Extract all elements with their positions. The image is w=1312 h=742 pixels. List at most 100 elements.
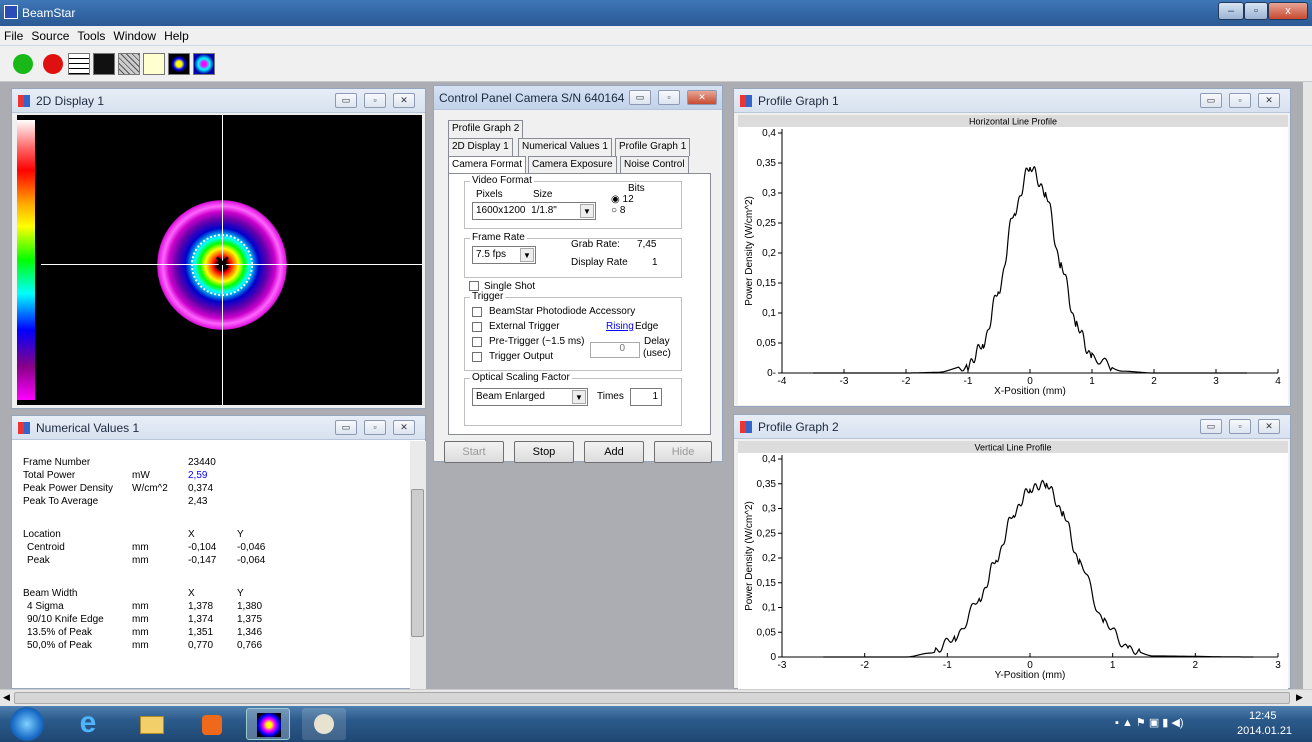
paint-icon[interactable] <box>302 708 346 740</box>
x-tick-label: -2 <box>860 660 869 671</box>
start-orb-icon[interactable] <box>10 707 44 741</box>
minimize-button[interactable]: ▭ <box>335 420 357 435</box>
horizontal-scrollbar[interactable]: ◀ ▶ <box>0 689 1312 706</box>
scroll-left-icon[interactable]: ◀ <box>3 692 10 702</box>
menu-help[interactable]: Help <box>164 29 189 43</box>
tab-profile-graph-2[interactable]: Profile Graph 2 <box>448 120 524 138</box>
minimize-button[interactable]: ▭ <box>335 93 357 108</box>
minimize-button[interactable]: ▭ <box>1200 419 1222 434</box>
close-button[interactable]: ✕ <box>1258 419 1280 434</box>
value-label: Peak <box>27 555 50 566</box>
vertical-scrollbar[interactable] <box>410 441 426 689</box>
numerical-table: Frame Number 23440 Total Power mW 2,59 Peak P… <box>12 441 410 689</box>
scroll-thumb[interactable] <box>411 489 424 637</box>
x-tick-label: 3 <box>1275 660 1281 671</box>
x-tick-label: 2 <box>1151 376 1157 387</box>
delay-stepper[interactable]: 0 <box>590 342 640 358</box>
explorer-icon[interactable] <box>130 708 174 740</box>
tab-noise-control[interactable]: Noise Control <box>620 156 689 174</box>
beamstar-taskbar-icon[interactable] <box>246 708 290 740</box>
frame-rate-select[interactable]: 7.5 fps ▼ <box>472 246 536 264</box>
numerical-titlebar[interactable]: Numerical Values 1 ▭ ▫ ✕ <box>12 416 425 440</box>
mdi-area: 2D Display 1 ▭ ▫ ✕ ✕ Numerical Values 1 … <box>0 82 1303 689</box>
osf-value: Beam Enlarged <box>476 391 545 402</box>
tab-numerical-values-1[interactable]: Numerical Values 1 <box>518 138 612 156</box>
stop-button[interactable]: Stop <box>514 441 574 463</box>
times-input[interactable]: 1 <box>630 388 662 406</box>
maximize-button[interactable]: ▫ <box>1229 93 1251 108</box>
stop-icon[interactable] <box>43 54 63 74</box>
vertical-scrollbar[interactable] <box>1303 82 1312 689</box>
close-button[interactable]: ✕ <box>1258 93 1280 108</box>
x-tick-label: -2 <box>902 376 911 387</box>
menu-file[interactable]: File <box>4 29 24 43</box>
maximize-button[interactable]: ▫ <box>658 90 680 105</box>
radio-12[interactable]: ◉ 12 <box>611 194 634 205</box>
control-panel-titlebar[interactable]: Control Panel Camera S/N 640164 ▭ ▫ ✕ <box>434 86 722 110</box>
ie-icon[interactable]: e <box>79 706 97 739</box>
tab-profile-graph-1[interactable]: Profile Graph 1 <box>615 138 691 156</box>
optical-scaling-select[interactable]: Beam Enlarged ▼ <box>472 388 588 406</box>
minimize-button[interactable]: – <box>1218 2 1244 20</box>
tray-icons[interactable]: ▪ ▲ ⚑ ▣ ▮ ◀) <box>1115 717 1184 729</box>
scroll-thumb[interactable] <box>14 692 1290 704</box>
y-tick-label: 0,1 <box>762 308 776 319</box>
profile-graph-2-window: Profile Graph 2 ▭ ▫ ✕ Vertical Line Prof… <box>733 414 1291 689</box>
radio-8[interactable]: ○ 8 <box>611 205 626 216</box>
display-2d-titlebar[interactable]: 2D Display 1 ▭ ▫ ✕ <box>12 89 425 113</box>
clock-time[interactable]: 12:45 <box>1249 710 1277 722</box>
numerical-icon[interactable] <box>118 53 140 75</box>
y-tick-label: 0,35 <box>757 479 777 490</box>
profile-graph-2-titlebar[interactable]: Profile Graph 2 ▭ ▫ ✕ <box>734 415 1290 439</box>
close-button[interactable]: x <box>1268 2 1308 20</box>
y-tick-label: 0- <box>767 368 776 379</box>
tab-2d-display-1[interactable]: 2D Display 1 <box>448 138 513 156</box>
start-icon[interactable] <box>13 54 33 74</box>
value-cell: 0,374 <box>188 483 214 494</box>
photodiode-checkbox[interactable] <box>472 307 482 317</box>
clock-date[interactable]: 2014.01.21 <box>1237 725 1293 737</box>
tab-camera-format[interactable]: Camera Format <box>448 156 527 174</box>
3d-display-icon[interactable] <box>93 53 115 75</box>
minimize-button[interactable]: ▭ <box>629 90 651 105</box>
tab-camera-exposure[interactable]: Camera Exposure <box>528 156 617 174</box>
value-cell: -0,064 <box>237 555 266 566</box>
external-trigger-checkbox[interactable] <box>472 322 482 332</box>
profile-graph-1-titlebar[interactable]: Profile Graph 1 ▭ ▫ ✕ <box>734 89 1290 113</box>
media-player-icon[interactable] <box>190 708 234 740</box>
hide-button[interactable]: Hide <box>654 441 712 463</box>
add-button[interactable]: Add <box>584 441 644 463</box>
y-axis-label: Power Density (W/cm^2) <box>744 501 755 611</box>
maximize-button[interactable]: ▫ <box>1229 419 1251 434</box>
menu-source[interactable]: Source <box>31 29 70 43</box>
scroll-right-icon[interactable]: ▶ <box>1296 692 1303 702</box>
2d-display-icon[interactable] <box>68 53 90 75</box>
close-button[interactable]: ✕ <box>687 90 717 105</box>
close-button[interactable]: ✕ <box>393 93 415 108</box>
y-tick-label: 0,05 <box>757 627 777 638</box>
window-icon <box>740 95 752 107</box>
camera-icon[interactable] <box>168 53 190 75</box>
minimize-button[interactable]: ▭ <box>1200 93 1222 108</box>
video-format-select[interactable]: 1600x1200 1/1.8" ▼ <box>472 202 596 220</box>
display-rate-value: 1 <box>652 257 658 268</box>
y-tick-label: 0,05 <box>757 338 777 349</box>
menu-window[interactable]: Window <box>113 29 157 43</box>
maximize-button[interactable]: ▫ <box>1244 2 1268 20</box>
trigger-output-checkbox[interactable] <box>472 352 482 362</box>
single-shot-checkbox[interactable] <box>469 281 479 291</box>
beam-image[interactable]: ✕ <box>17 115 422 405</box>
profile-icon[interactable] <box>143 53 165 75</box>
maximize-button[interactable]: ▫ <box>364 420 386 435</box>
beam-icon[interactable] <box>193 53 215 75</box>
maximize-button[interactable]: ▫ <box>364 93 386 108</box>
horizontal-profile-chart[interactable]: Horizontal Line Profile 0- 0,05 0,1 0,15 0,2 0… <box>738 115 1288 405</box>
close-button[interactable]: ✕ <box>393 420 415 435</box>
vertical-profile-chart[interactable]: Vertical Line Profile 0 0,05 0,1 0,15 0,2 0,25… <box>738 441 1288 689</box>
menu-tools[interactable]: Tools <box>77 29 106 43</box>
profile-line <box>823 479 1254 658</box>
pre-trigger-checkbox[interactable] <box>472 337 482 347</box>
x-axis-label: X-Position (mm) <box>994 386 1066 397</box>
start-button[interactable]: Start <box>444 441 504 463</box>
rising-link[interactable]: Rising <box>606 321 634 332</box>
